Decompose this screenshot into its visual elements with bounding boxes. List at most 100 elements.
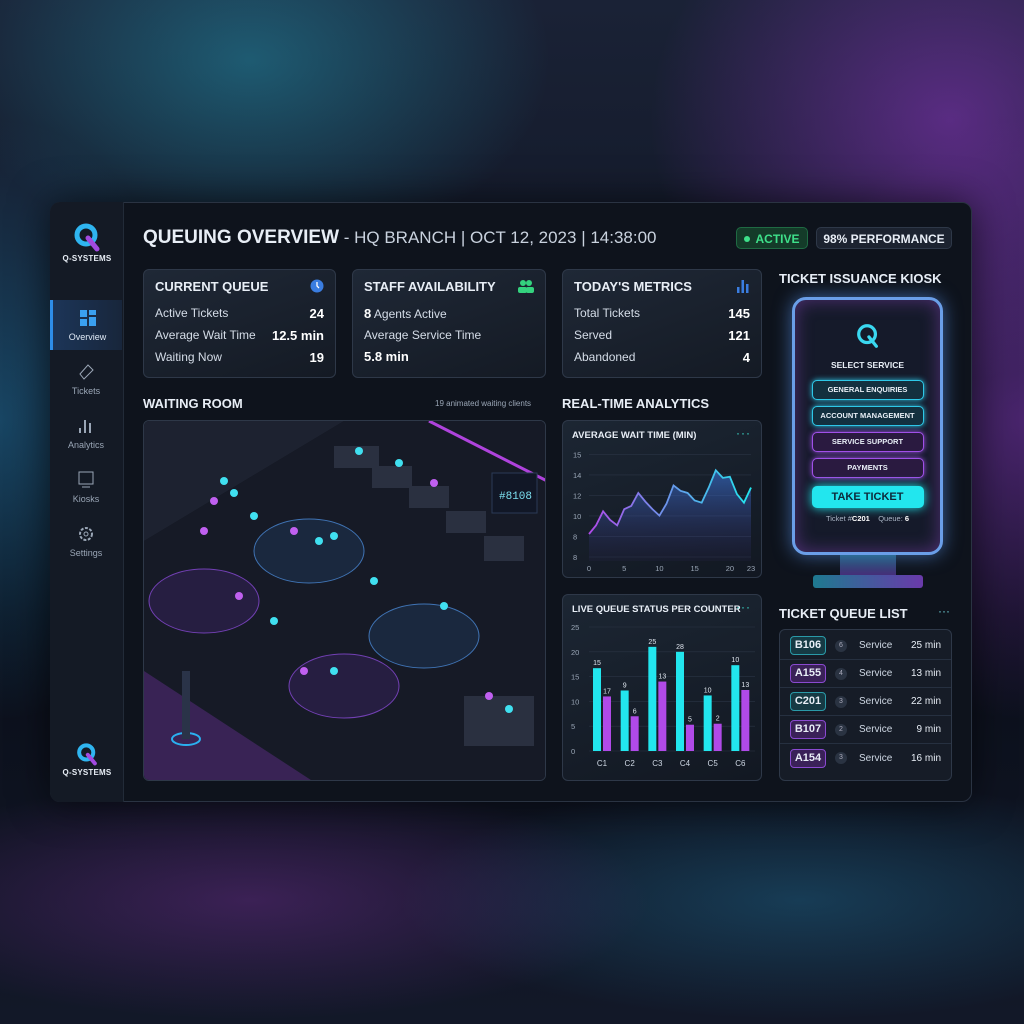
area-fill	[589, 470, 751, 561]
x-tick-label: C4	[680, 759, 691, 768]
grid-icon	[79, 310, 96, 326]
sidebar-item-analytics[interactable]: Analytics	[50, 408, 122, 458]
sidebar-item-overview[interactable]: Overview	[50, 300, 122, 350]
take-ticket-button[interactable]: TAKE TICKET	[811, 486, 924, 508]
ticket-label: Ticket #	[825, 514, 852, 523]
bar-c3-series1	[648, 646, 657, 751]
x-tick-label: C1	[597, 759, 608, 768]
sidebar-item-label: Overview	[68, 332, 107, 342]
waiting-client-marker	[210, 497, 218, 505]
service-button[interactable]: GENERAL ENQUIRIES	[811, 380, 924, 400]
analytics-title: REAL-TIME ANALYTICS	[562, 396, 710, 411]
service-name: Service	[859, 724, 893, 735]
sidebar-item-label: Kiosks	[72, 494, 100, 504]
y-tick-label: 10	[573, 512, 581, 521]
metric-row: Waiting Now 19	[155, 350, 324, 365]
sidebar-item-settings[interactable]: Settings	[50, 516, 122, 566]
queue-list-item[interactable]: A154 3 Service 16 min	[780, 744, 951, 772]
service-button[interactable]: ACCOUNT MANAGEMENT	[811, 406, 924, 426]
y-tick-label: 14	[573, 471, 581, 480]
metric-value: 12.5 min	[271, 328, 324, 343]
waiting-client-marker	[250, 512, 258, 520]
metric-row: Served 121	[574, 328, 750, 343]
queue-position: 3	[835, 752, 847, 764]
gear-icon	[79, 527, 93, 541]
queue-list-item[interactable]: B107 2 Service 9 min	[780, 716, 951, 744]
bar-data-label: 9	[623, 682, 627, 689]
chart-title: AVERAGE WAIT TIME (MIN)	[572, 430, 697, 441]
waiting-client-marker	[300, 667, 308, 675]
bar-c2-series2	[630, 716, 639, 751]
agents-label: Agents Active	[371, 307, 447, 321]
service-button[interactable]: SERVICE SUPPORT	[811, 432, 924, 452]
queue-list-item[interactable]: C201 3 Service 22 min	[780, 688, 951, 716]
logo[interactable]: Q-SYSTEMS	[50, 222, 124, 263]
sidebar-item-kiosks[interactable]: Kiosks	[50, 462, 122, 512]
waiting-client-marker	[485, 692, 493, 700]
metric-label: Waiting Now	[155, 350, 222, 364]
metric-value: 121	[728, 328, 750, 343]
x-tick-label: 10	[655, 564, 663, 573]
more-options-icon[interactable]: ···	[938, 604, 950, 618]
waiting-room-note: 19 animated waiting clients	[435, 399, 532, 408]
more-options-icon[interactable]: ···	[736, 426, 751, 440]
service-time-value: 5.8 min	[364, 349, 409, 364]
bar-chart-icon	[737, 280, 749, 293]
status-text: ACTIVE	[755, 232, 800, 246]
waiting-client-marker	[315, 537, 323, 545]
sidebar-item-tickets[interactable]: Tickets	[50, 354, 122, 404]
card-title: STAFF AVAILABILITY	[364, 279, 496, 294]
queue-value: 6	[904, 514, 910, 523]
metric-value: 4	[742, 350, 750, 365]
service-button[interactable]: PAYMENTS	[811, 458, 924, 478]
y-tick-label: 0	[571, 747, 575, 756]
logo-text: Q-SYSTEMS	[62, 254, 112, 263]
waiting-client-marker	[230, 489, 238, 497]
bar-c1-series1	[593, 668, 601, 751]
sidebar-item-label: Tickets	[71, 386, 101, 396]
waiting-client-marker	[200, 527, 208, 535]
wait-time: 22 min	[910, 696, 941, 707]
waiting-client-marker	[395, 459, 403, 467]
queue-list-item[interactable]: B106 6 Service 25 min	[780, 632, 951, 660]
x-tick-label: C2	[625, 759, 636, 768]
x-tick-label: 20	[726, 564, 734, 573]
q-logo-icon	[74, 223, 100, 252]
performance-badge: 98% PERFORMANCE	[816, 227, 952, 249]
metric-label: Average Wait Time	[155, 328, 256, 342]
waiting-client-marker	[220, 477, 228, 485]
queue-list-item[interactable]: A155 4 Service 13 min	[780, 660, 951, 688]
wait-time: 9 min	[916, 724, 941, 735]
bar-c4-series2	[686, 724, 694, 751]
kiosk-base	[813, 575, 923, 588]
y-tick-label: 20	[571, 648, 579, 657]
queue-position: 2	[835, 723, 847, 736]
metric-value: 24	[309, 306, 324, 321]
page-title: QUEUING OVERVIEW - HQ BRANCH | OCT 12, 2…	[143, 227, 657, 249]
waiting-client-marker	[270, 617, 278, 625]
card-title: TODAY'S METRICS	[574, 279, 692, 294]
bar-c6-series2	[741, 689, 750, 751]
y-tick-label: 5	[571, 722, 575, 731]
more-options-icon[interactable]: ···	[736, 600, 751, 614]
kiosk-icon	[78, 471, 94, 488]
current-queue-card: CURRENT QUEUE Active Tickets 24 Average Wa…	[143, 269, 336, 378]
todays-metrics-card: TODAY'S METRICS Total Tickets 145 Served 12…	[562, 269, 762, 378]
bar-data-label: 10	[704, 687, 712, 694]
wait-time-line	[588, 468, 752, 535]
waiting-client-marker	[440, 602, 448, 610]
x-tick-label: 5	[622, 564, 626, 573]
y-tick-label: 8	[573, 532, 577, 541]
waiting-room-view[interactable]: #8108	[143, 420, 546, 781]
metric-row: Total Tickets 145	[574, 306, 750, 321]
metric-row: Average Wait Time 12.5 min	[155, 328, 324, 343]
bar-data-label: 5	[688, 717, 692, 724]
waiting-client-marker	[505, 705, 513, 713]
card-title: CURRENT QUEUE	[155, 279, 269, 294]
wait-time: 25 min	[910, 640, 941, 651]
select-service-label: SELECT SERVICE	[830, 360, 905, 370]
bar-c3-series2	[658, 681, 667, 751]
service-name: Service	[859, 668, 893, 679]
x-tick-label: C5	[708, 759, 719, 768]
bar-data-label: 15	[593, 660, 601, 667]
